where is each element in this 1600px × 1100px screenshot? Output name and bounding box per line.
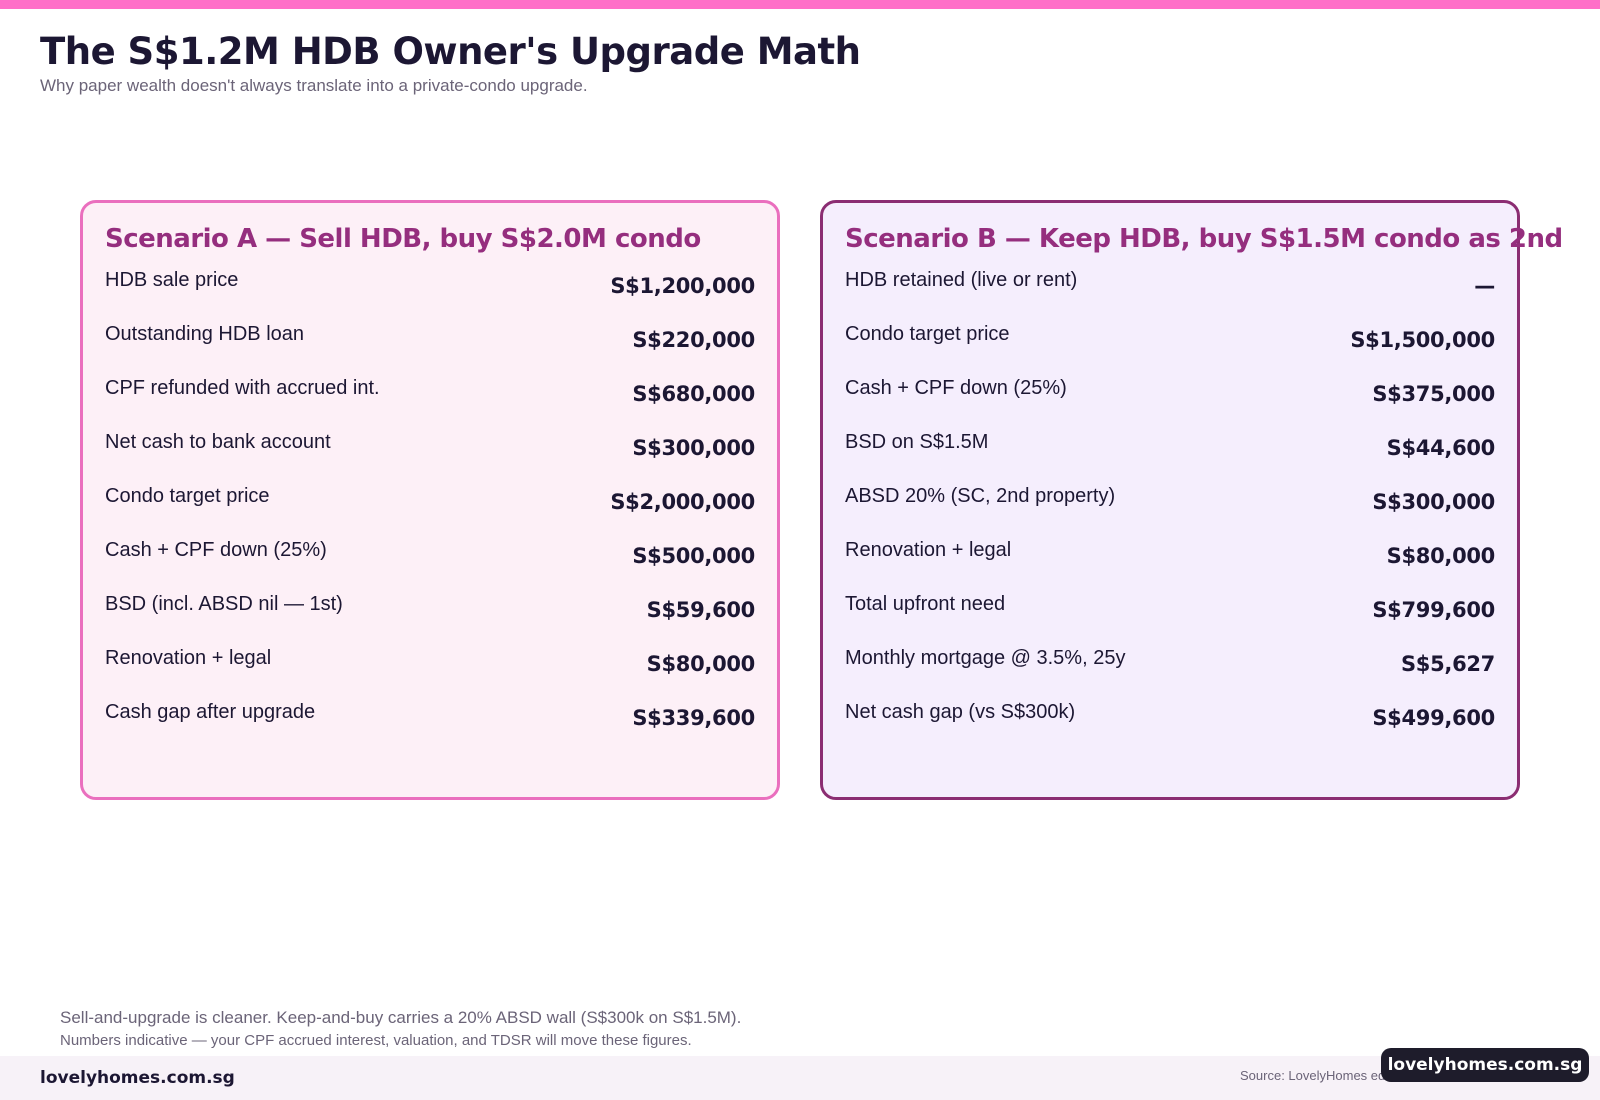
row-label: Renovation + legal <box>845 539 1012 561</box>
scenario-b-title: Scenario B — Keep HDB, buy S$1.5M condo … <box>845 224 1563 254</box>
row-label: Renovation + legal <box>105 647 272 669</box>
row-label: Cash + CPF down (25%) <box>105 539 327 561</box>
row-label: Cash + CPF down (25%) <box>845 377 1067 399</box>
footer-source: Source: LovelyHomes edi <box>1240 1068 1389 1083</box>
row-value: S$1,200,000 <box>610 274 755 298</box>
scenario-a-card: Scenario A — Sell HDB, buy S$2.0M condo … <box>80 200 780 800</box>
row-label: Total upfront need <box>845 593 1006 615</box>
row-label: BSD on S$1.5M <box>845 431 989 453</box>
row-value: S$80,000 <box>1386 544 1496 568</box>
row-label: Monthly mortgage @ 3.5%, 25y <box>845 647 1126 669</box>
row-value: S$59,600 <box>646 598 756 622</box>
row-label: Condo target price <box>845 323 1010 345</box>
page-subtitle: Why paper wealth doesn't always translat… <box>40 76 588 95</box>
table-row: HDB sale price S$1,200,000 <box>105 265 755 319</box>
table-row: Monthly mortgage @ 3.5%, 25y S$5,627 <box>845 643 1495 697</box>
row-value: S$5,627 <box>1400 652 1495 676</box>
row-value: S$499,600 <box>1372 706 1495 730</box>
row-label: CPF refunded with accrued int. <box>105 377 380 399</box>
table-row: Cash + CPF down (25%) S$500,000 <box>105 535 755 589</box>
top-accent-bar <box>0 0 1600 9</box>
scenario-a-rows: HDB sale price S$1,200,000 Outstanding HD… <box>105 265 755 751</box>
row-value: S$44,600 <box>1386 436 1496 460</box>
row-label: ABSD 20% (SC, 2nd property) <box>845 485 1116 507</box>
table-row: Condo target price S$2,000,000 <box>105 481 755 535</box>
row-value: S$375,000 <box>1372 382 1495 406</box>
row-value: S$339,600 <box>632 706 755 730</box>
table-row: HDB retained (live or rent) — <box>845 265 1495 319</box>
row-value: S$799,600 <box>1372 598 1495 622</box>
table-row: Renovation + legal S$80,000 <box>105 643 755 697</box>
table-row: Cash + CPF down (25%) S$375,000 <box>845 373 1495 427</box>
table-row: CPF refunded with accrued int. S$680,000 <box>105 373 755 427</box>
row-label: HDB sale price <box>105 269 239 291</box>
table-row: Cash gap after upgrade S$339,600 <box>105 697 755 751</box>
footer-note: Sell-and-upgrade is cleaner. Keep-and-bu… <box>60 1008 742 1027</box>
row-label: Net cash to bank account <box>105 431 331 453</box>
table-row: BSD on S$1.5M S$44,600 <box>845 427 1495 481</box>
brand-badge: lovelyhomes.com.sg <box>1381 1048 1589 1082</box>
row-label: BSD (incl. ABSD nil — 1st) <box>105 593 343 615</box>
table-row: Net cash gap (vs S$300k) S$499,600 <box>845 697 1495 751</box>
row-value: S$300,000 <box>632 436 755 460</box>
row-value: S$2,000,000 <box>610 490 755 514</box>
table-row: Net cash to bank account S$300,000 <box>105 427 755 481</box>
table-row: ABSD 20% (SC, 2nd property) S$300,000 <box>845 481 1495 535</box>
row-value: S$1,500,000 <box>1350 328 1495 352</box>
row-label: Net cash gap (vs S$300k) <box>845 701 1076 723</box>
table-row: Renovation + legal S$80,000 <box>845 535 1495 589</box>
footer-strip <box>0 1056 1600 1100</box>
scenario-b-card: Scenario B — Keep HDB, buy S$1.5M condo … <box>820 200 1563 800</box>
scenario-a-title: Scenario A — Sell HDB, buy S$2.0M condo <box>105 224 701 254</box>
page-title: The S$1.2M HDB Owner's Upgrade Math <box>40 30 861 73</box>
table-row: Outstanding HDB loan S$220,000 <box>105 319 755 373</box>
row-label: Outstanding HDB loan <box>105 323 305 345</box>
footer-brand-link[interactable]: lovelyhomes.com.sg <box>40 1068 235 1088</box>
row-value: S$680,000 <box>632 382 755 406</box>
row-label: Cash gap after upgrade <box>105 701 316 723</box>
row-label: Condo target price <box>105 485 270 507</box>
row-value: S$300,000 <box>1372 490 1495 514</box>
row-value: S$80,000 <box>646 652 756 676</box>
row-value: S$500,000 <box>632 544 755 568</box>
row-label: HDB retained (live or rent) <box>845 269 1078 291</box>
table-row: Condo target price S$1,500,000 <box>845 319 1495 373</box>
scenario-b-rows: HDB retained (live or rent) — Condo targe… <box>845 265 1495 751</box>
row-value: S$220,000 <box>632 328 755 352</box>
footer-subnote: Numbers indicative — your CPF accrued in… <box>60 1032 692 1049</box>
table-row: Total upfront need S$799,600 <box>845 589 1495 643</box>
table-row: BSD (incl. ABSD nil — 1st) S$59,600 <box>105 589 755 643</box>
row-value: — <box>1474 274 1495 298</box>
